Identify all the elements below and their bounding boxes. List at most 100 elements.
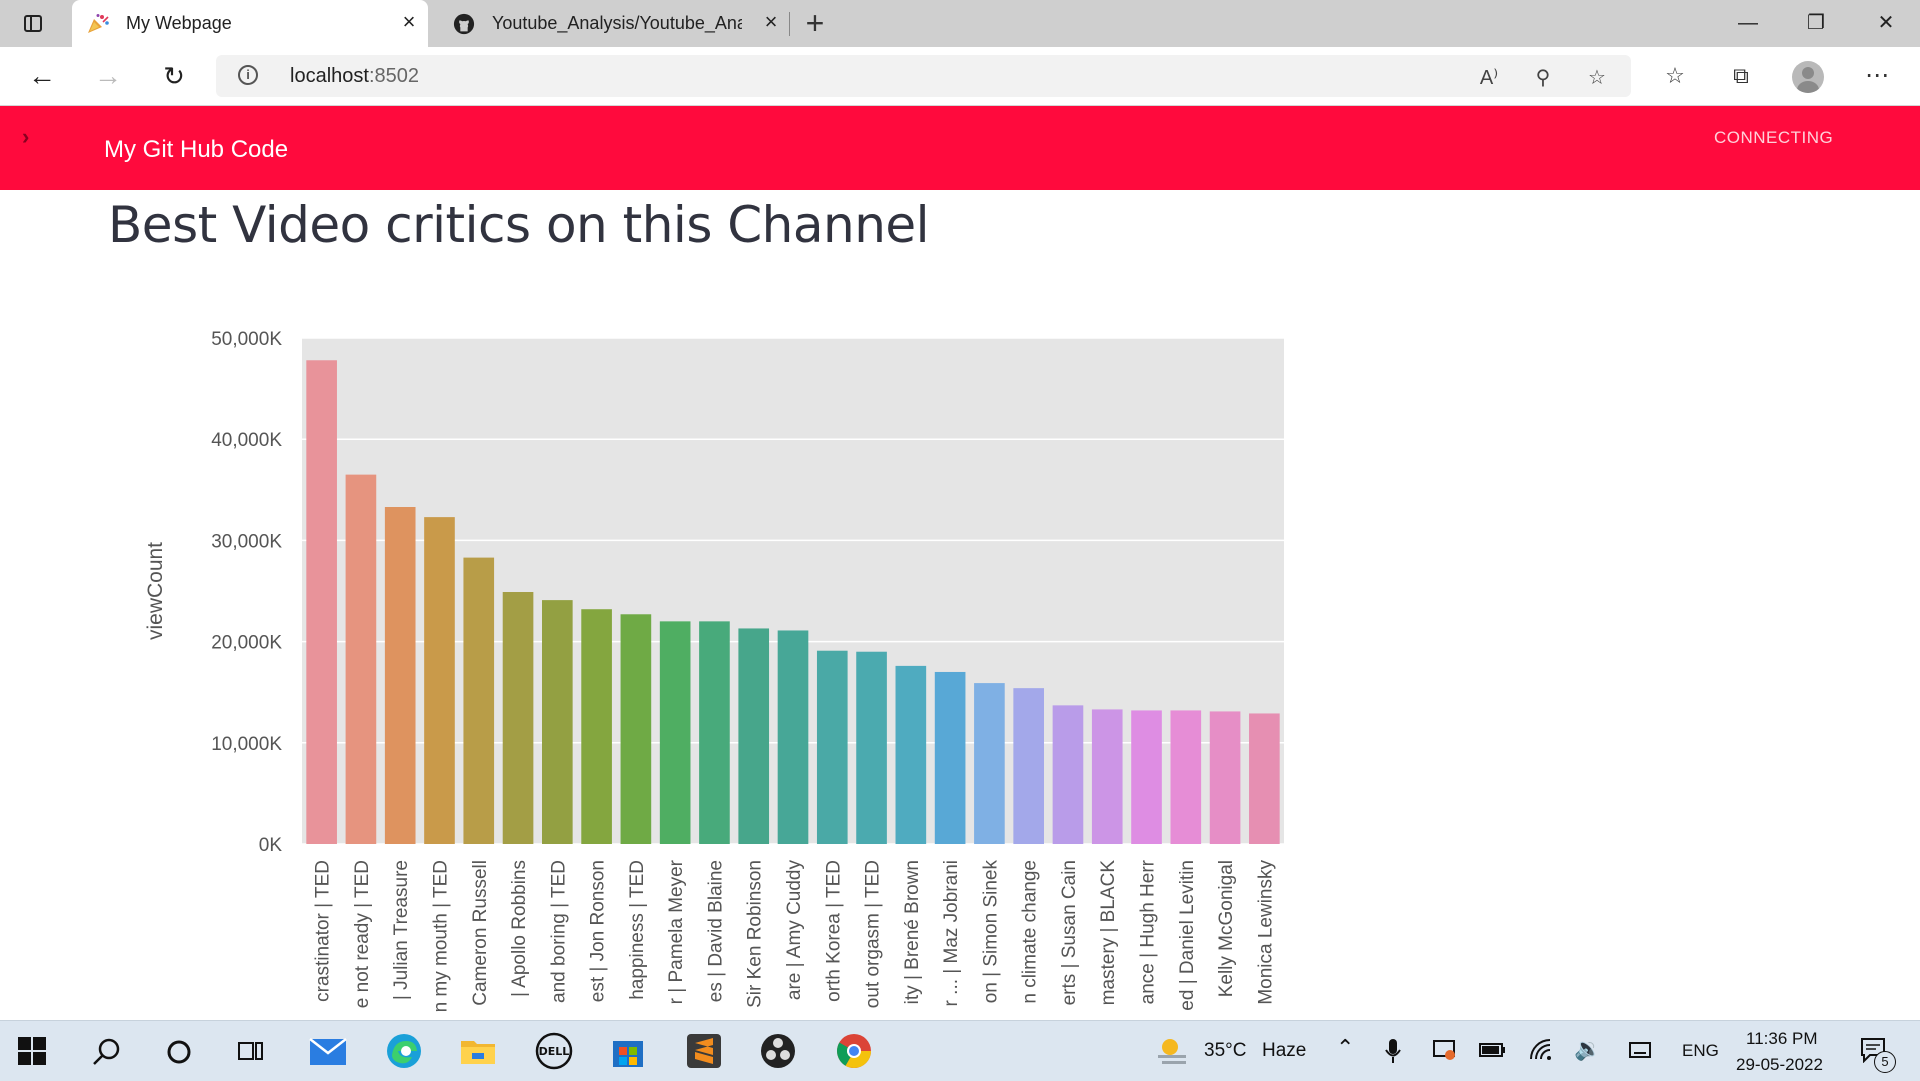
bar [384, 507, 416, 844]
bar [777, 630, 809, 844]
x-tick-label: happiness | TED [627, 860, 648, 1000]
sublime-text-icon[interactable] [684, 1031, 724, 1071]
sidebar-toggle-icon[interactable]: › [22, 124, 30, 149]
x-tick-label: on | Simon Sinek [980, 860, 1001, 1004]
clock-date[interactable]: 29-05-2022 [1736, 1055, 1823, 1074]
chrome-icon[interactable] [834, 1031, 874, 1071]
bar [1131, 710, 1162, 844]
weather-condition[interactable]: Haze [1262, 1040, 1307, 1061]
bar [581, 609, 612, 844]
bar [974, 683, 1005, 844]
x-tick-label: n my mouth | TED [430, 860, 451, 1012]
bar [1170, 710, 1202, 844]
tab-my-webpage[interactable]: My Webpage × [72, 0, 428, 47]
close-tab-icon[interactable]: × [764, 9, 778, 34]
microsoft-store-icon[interactable] [608, 1031, 648, 1071]
show-hidden-icons-chevron-icon[interactable]: ⌃ [1336, 1035, 1355, 1060]
x-tick-label: out orgasm | TED [863, 860, 884, 1008]
clock-time[interactable]: 11:36 PM [1746, 1029, 1818, 1048]
y-tick-label: 50,000K [211, 329, 282, 350]
input-language[interactable]: ENG [1682, 1041, 1719, 1060]
touch-keyboard-icon[interactable] [1628, 1039, 1652, 1061]
view-count-bar-chart: 0K 10,000K 20,000K 30,000K 40,000K 50,000K vie… [144, 329, 1284, 1012]
back-button[interactable]: ← [28, 60, 56, 91]
x-tick-label: Sir Ken Robinson [745, 860, 766, 1008]
weather-temperature[interactable]: 35°C [1204, 1040, 1247, 1061]
x-tick-label: mastery | BLACK [1098, 860, 1119, 1006]
page-heading: Best Video critics on this Channel [108, 196, 930, 254]
x-tick-label: n climate change [1020, 860, 1041, 1004]
connection-status: CONNECTING [1714, 128, 1834, 147]
bar [1091, 709, 1123, 844]
tab-title: Youtube_Analysis/Youtube_Analy [492, 13, 742, 33]
favorites-icon[interactable]: ☆ [1665, 63, 1685, 88]
bar [934, 671, 966, 844]
close-tab-icon[interactable]: × [402, 9, 416, 34]
tab-divider [789, 12, 790, 36]
bar [895, 665, 927, 844]
tab-github[interactable]: Youtube_Analysis/Youtube_Analy × [438, 0, 790, 47]
zoom-out-icon[interactable]: ⚲ [1535, 67, 1551, 89]
bar [463, 557, 495, 844]
tab-title: My Webpage [126, 13, 232, 33]
file-explorer-icon[interactable] [458, 1031, 498, 1071]
search-icon[interactable] [92, 1037, 122, 1067]
tab-strip: My Webpage × Youtube_Analysis/Youtube_An… [0, 0, 1920, 47]
x-tick-label: erts | Susan Cain [1059, 860, 1080, 1005]
bar [1249, 713, 1280, 844]
x-tick-label: ed | Daniel Levitin [1177, 860, 1198, 1011]
x-tick-label: Kelly McGonigal [1216, 860, 1237, 997]
more-menu-icon[interactable]: ⋯ [1865, 62, 1889, 89]
bar [738, 628, 770, 844]
wifi-icon[interactable] [1528, 1037, 1554, 1063]
minimize-button[interactable]: — [1738, 12, 1758, 34]
obs-studio-icon[interactable] [758, 1031, 798, 1071]
bar [345, 474, 377, 844]
svg-text:DELL: DELL [539, 1045, 570, 1058]
bar [856, 651, 887, 844]
x-tick-label: | Apollo Robbins [509, 860, 530, 997]
tab-actions-button[interactable] [18, 10, 52, 38]
notification-center-icon[interactable] [1860, 1037, 1888, 1063]
weather-haze-icon[interactable] [1154, 1035, 1190, 1067]
bar [542, 600, 573, 844]
profile-avatar[interactable] [1792, 61, 1824, 93]
y-tick-label: 30,000K [211, 531, 282, 552]
x-tick-label: e not ready | TED [352, 860, 373, 1008]
windows-start-icon[interactable] [18, 1037, 46, 1065]
restore-button[interactable]: ❐ [1807, 12, 1825, 34]
x-tick-label: ity | Brené Brown [902, 860, 923, 1004]
mail-icon[interactable] [308, 1031, 348, 1071]
site-info-icon[interactable]: i [238, 65, 258, 85]
forward-button[interactable]: → [94, 60, 122, 91]
cortana-icon[interactable] [164, 1037, 194, 1067]
new-tab-button[interactable]: + [805, 5, 825, 41]
edge-browser-icon[interactable] [384, 1031, 424, 1071]
y-tick-label: 40,000K [211, 430, 282, 451]
collections-icon[interactable]: ⧉ [1733, 63, 1749, 88]
app-header: › My Git Hub Code CONNECTING [0, 106, 1920, 190]
close-window-button[interactable]: ✕ [1877, 12, 1895, 34]
microphone-icon[interactable] [1384, 1037, 1402, 1065]
y-tick-label: 0K [259, 835, 283, 856]
y-axis-label: viewCount [144, 542, 167, 640]
address-bar[interactable]: i localhost:8502 A⁾ ⚲ ☆ [216, 55, 1631, 97]
bar [306, 360, 337, 844]
display-settings-icon[interactable] [1432, 1037, 1458, 1063]
volume-icon[interactable]: 🔉 [1574, 1036, 1602, 1061]
x-tick-label: r ... | Maz Jobrani [941, 860, 962, 1006]
battery-icon[interactable] [1478, 1039, 1506, 1061]
add-favorite-icon[interactable]: ☆ [1588, 67, 1606, 89]
bar [424, 517, 455, 844]
x-tick-label: r | Pamela Meyer [666, 859, 687, 1004]
task-view-icon[interactable] [236, 1037, 266, 1067]
windows-taskbar: DELL 35°C Haze ⌃ 🔉 ENG 11:36 PM 29-05-20… [0, 1020, 1920, 1081]
x-tick-label: ance | Hugh Herr [1138, 859, 1159, 1004]
notification-count-badge: 5 [1874, 1051, 1896, 1073]
bar [1209, 711, 1241, 844]
refresh-button[interactable]: ↻ [163, 61, 185, 91]
url-text: localhost:8502 [290, 65, 419, 87]
app-title[interactable]: My Git Hub Code [104, 136, 289, 163]
read-aloud-icon[interactable]: A⁾ [1479, 67, 1499, 89]
dell-icon[interactable]: DELL [534, 1031, 574, 1071]
